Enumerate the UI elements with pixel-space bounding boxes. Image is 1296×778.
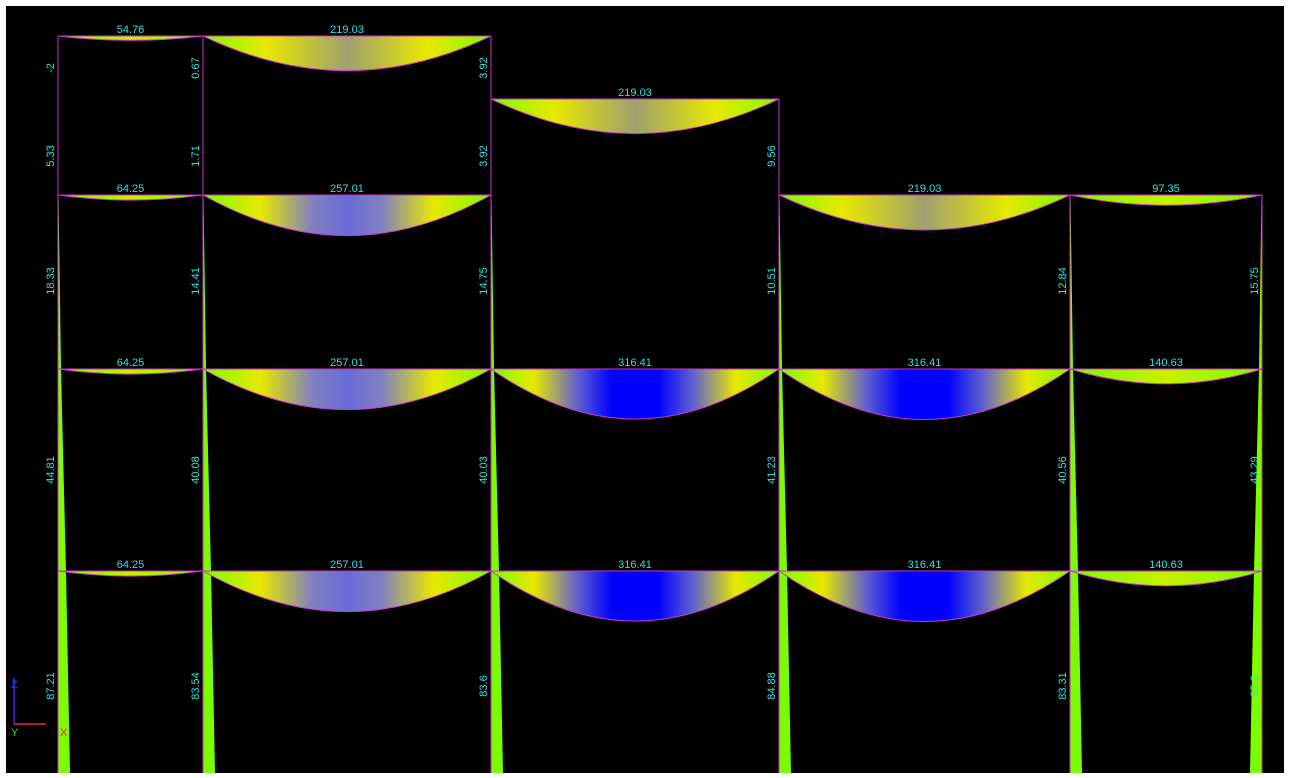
beam-moment-label: 316.41 <box>908 357 942 369</box>
beam-moment-curve <box>1069 194 1263 206</box>
beam-moment-curve <box>1069 570 1263 587</box>
beam-moment-label: 54.76 <box>117 24 145 36</box>
beam-moment-curve <box>201 368 493 411</box>
beam-moment-label: 97.35 <box>1152 183 1180 195</box>
column-moment-label: 85.2 <box>1249 675 1261 696</box>
beam-moment-label: 219.03 <box>330 24 364 36</box>
column-moment-label: 1.71 <box>190 145 202 166</box>
column-moment-fill <box>58 369 66 571</box>
beam-moment-curve <box>57 35 204 41</box>
beam-moment-curve <box>489 570 781 622</box>
beam-moment-label: 257.01 <box>330 357 364 369</box>
column-moment-fill <box>1250 571 1262 773</box>
column-moment-fill <box>203 195 206 369</box>
beam-moment-curve <box>777 368 1072 420</box>
column-moment-fill <box>1254 369 1262 571</box>
beam-moment-curve <box>202 35 492 72</box>
column-moment-label: 9.56 <box>766 145 778 166</box>
column-moment-fill <box>1070 369 1078 571</box>
column-moment-label: 83.31 <box>1057 672 1069 700</box>
column-moment-fill <box>58 195 61 369</box>
column-moment-label: 44.81 <box>45 456 57 484</box>
beam-moment-label: 257.01 <box>330 183 364 195</box>
column-moment-fill <box>779 571 791 773</box>
column-moment-fill <box>203 369 211 571</box>
column-moment-fill <box>779 369 787 571</box>
column-moment-label: 43.29 <box>1249 456 1261 484</box>
column-moment-fill <box>779 195 782 369</box>
beam-moment-curve <box>1069 368 1263 385</box>
column-moment-fill <box>1259 195 1262 369</box>
beam-moment-curve <box>778 194 1071 231</box>
column-moment-fill <box>491 369 499 571</box>
beam-moment-curve <box>777 570 1072 622</box>
beam-moment-label: 316.41 <box>618 357 652 369</box>
column-moment-label: 83.54 <box>190 672 202 700</box>
column-moment-label: 3.92 <box>478 57 490 78</box>
column-moment-label: 10.51 <box>766 267 778 295</box>
column-moment-label: 40.08 <box>190 456 202 484</box>
column-moment-label: 14.41 <box>190 267 202 295</box>
beam-moment-label: 316.41 <box>908 559 942 571</box>
axis-label-z: Z <box>11 679 18 691</box>
column-moment-label: -2 <box>45 63 57 73</box>
column-moment-label: 40.56 <box>1057 456 1069 484</box>
column-moment-label: 12.84 <box>1057 267 1069 295</box>
column-moment-fill <box>58 571 70 773</box>
beam-moment-label: 140.63 <box>1149 559 1183 571</box>
column-moment-label: 18.33 <box>45 267 57 295</box>
column-moment-fill <box>203 571 215 773</box>
beam-moment-label: 64.25 <box>117 357 145 369</box>
moment-diagram-viewport: 54.76 219.03 219.03 64.25 257.01 219.03 97.35 6… <box>6 6 1284 773</box>
column-moment-label: 87.21 <box>45 672 57 700</box>
beam-moment-curve <box>57 570 204 577</box>
column-moment-label: 3.92 <box>478 145 490 166</box>
column-moment-fill <box>1070 195 1073 369</box>
axis-triad: Z Y X <box>11 678 68 739</box>
beam-moment-curve <box>201 194 493 237</box>
column-moment-fill <box>491 195 494 369</box>
column-moment-label: 14.75 <box>478 267 490 295</box>
beam-moment-curve <box>201 570 493 613</box>
column-moment-label: 83.6 <box>478 675 490 696</box>
beam-moment-label: 64.25 <box>117 559 145 571</box>
column-moment-label: 0.67 <box>190 57 202 78</box>
beam-moment-label: 140.63 <box>1149 357 1183 369</box>
beam-moment-curve <box>490 98 780 135</box>
axis-label-x: X <box>60 727 68 739</box>
beam-moment-label: 257.01 <box>330 559 364 571</box>
beam-moment-label: 219.03 <box>908 183 942 195</box>
beam-moment-label: 219.03 <box>618 87 652 99</box>
column-moment-label: 15.75 <box>1249 267 1261 295</box>
frame-moment-diagram: 54.76 219.03 219.03 64.25 257.01 219.03 97.35 6… <box>11 24 1263 773</box>
column-moment-label: 5.33 <box>45 145 57 166</box>
column-moment-label: 40.03 <box>478 456 490 484</box>
column-moment-fill <box>1070 571 1082 773</box>
column-moment-fill <box>491 571 503 773</box>
beam-moment-label: 316.41 <box>618 559 652 571</box>
beam-moment-label: 64.25 <box>117 183 145 195</box>
beam-moment-curve <box>57 368 204 375</box>
column-moment-label: 84.88 <box>766 672 778 700</box>
beam-moment-curve <box>489 368 781 420</box>
beam-moment-curve <box>57 194 204 201</box>
column-moment-label: 41.23 <box>766 456 778 484</box>
axis-label-y: Y <box>11 727 19 739</box>
